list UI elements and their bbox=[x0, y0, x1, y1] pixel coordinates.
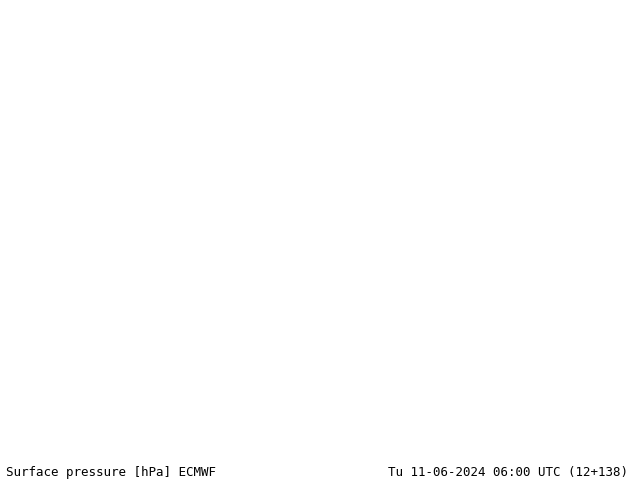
Text: Surface pressure [hPa] ECMWF: Surface pressure [hPa] ECMWF bbox=[6, 466, 216, 479]
Text: Tu 11-06-2024 06:00 UTC (12+138): Tu 11-06-2024 06:00 UTC (12+138) bbox=[387, 466, 628, 479]
